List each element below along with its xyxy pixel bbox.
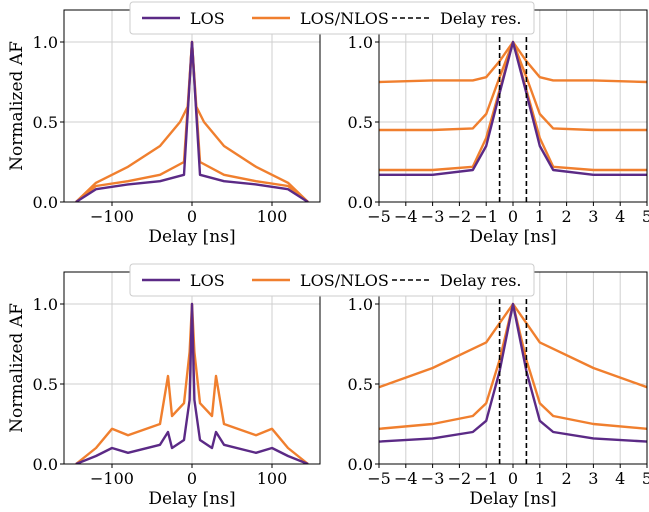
panel-top-left: −100 0 100 0.0 0.5 1.0 Delay [ns] Normalized AF <box>7 9 321 247</box>
legend: LOS LOS/NLOS Delay res. <box>129 263 535 297</box>
x-tick-label: 5 <box>642 469 649 488</box>
series-line-los <box>379 302 647 443</box>
x-tick-label: 0 <box>187 207 197 226</box>
x-tick-label: −5 <box>367 207 391 226</box>
panel-top-right: −5 −4 −3 −2 −1 0 1 2 3 4 5 0.0 0.5 1.0 Delay [ns] <box>348 9 649 247</box>
y-tick-label: 0.0 <box>33 455 58 474</box>
legend-label: LOS <box>190 9 225 28</box>
x-tick-label: −3 <box>421 207 445 226</box>
x-tick-label: −1 <box>474 207 498 226</box>
x-tick-label: 4 <box>615 469 625 488</box>
x-tick-label: −3 <box>421 469 445 488</box>
x-tick-label: −4 <box>394 207 418 226</box>
x-axis-label: Delay [ns] <box>148 489 235 509</box>
y-tick-label: 0.0 <box>348 193 373 212</box>
y-tick-label: 0.0 <box>33 193 58 212</box>
legend-label: Delay res. <box>440 9 522 28</box>
y-tick-label: 1.0 <box>33 295 58 314</box>
legends: LOS LOS/NLOS Delay res. LOS LOS/NLOS Delay re… <box>129 1 535 297</box>
x-tick-label: −4 <box>394 469 418 488</box>
x-tick-label: 1 <box>535 469 545 488</box>
x-tick-label: −100 <box>90 207 134 226</box>
legend-label: LOS/NLOS <box>300 271 389 290</box>
legend-box <box>129 1 535 35</box>
x-tick-label: 0 <box>508 469 518 488</box>
series-line-los <box>75 302 309 464</box>
x-tick-label: 4 <box>615 207 625 226</box>
y-tick-label: 0.5 <box>348 113 373 132</box>
series-group <box>75 40 309 202</box>
x-axis-label: Delay [ns] <box>469 227 556 247</box>
x-tick-label: 100 <box>257 207 288 226</box>
y-tick-label: 1.0 <box>348 33 373 52</box>
y-axis-label: Normalized AF <box>7 41 27 171</box>
series-group <box>379 10 647 202</box>
x-tick-label: 2 <box>562 469 572 488</box>
legend: LOS LOS/NLOS Delay res. <box>129 1 535 35</box>
y-tick-label: 1.0 <box>33 33 58 52</box>
series-group <box>379 272 647 464</box>
x-tick-label: 3 <box>588 207 598 226</box>
series-group <box>75 302 309 464</box>
y-tick-label: 1.0 <box>348 295 373 314</box>
x-axis-label: Delay [ns] <box>469 489 556 509</box>
series-line-los <box>75 40 309 202</box>
panel-bottom-left: −100 0 100 0.0 0.5 1.0 Delay [ns] Normalized AF <box>7 271 321 509</box>
x-tick-label: −5 <box>367 469 391 488</box>
legend-box <box>129 263 535 297</box>
x-tick-label: 2 <box>562 207 572 226</box>
legend-label: LOS/NLOS <box>300 9 389 28</box>
x-tick-label: 3 <box>588 469 598 488</box>
x-tick-label: 5 <box>642 207 649 226</box>
panel-bottom-right: −5 −4 −3 −2 −1 0 1 2 3 4 5 0.0 0.5 1.0 Delay [ns] <box>348 271 649 509</box>
y-tick-label: 0.0 <box>348 455 373 474</box>
x-tick-label: 100 <box>257 469 288 488</box>
x-tick-label: −100 <box>90 469 134 488</box>
x-tick-label: 1 <box>535 207 545 226</box>
x-tick-label: −2 <box>448 469 472 488</box>
x-axis-label: Delay [ns] <box>148 227 235 247</box>
x-tick-label: −1 <box>474 469 498 488</box>
x-tick-label: 0 <box>508 207 518 226</box>
y-axis-label: Normalized AF <box>7 303 27 433</box>
series-line-los <box>379 40 647 177</box>
x-tick-label: 0 <box>187 469 197 488</box>
x-tick-label: −2 <box>448 207 472 226</box>
legend-label: LOS <box>190 271 225 290</box>
y-tick-label: 0.5 <box>33 113 58 132</box>
legend-label: Delay res. <box>440 271 522 290</box>
y-tick-label: 0.5 <box>348 375 373 394</box>
y-tick-label: 0.5 <box>33 375 58 394</box>
